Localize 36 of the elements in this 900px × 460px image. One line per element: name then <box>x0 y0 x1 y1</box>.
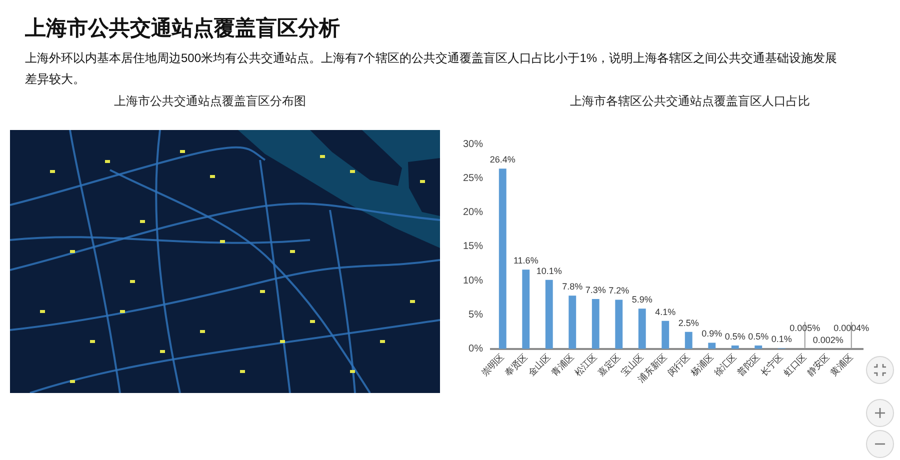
text: 上海市公共交通站点覆盖盲区分布图 <box>113 93 307 110</box>
bar <box>708 342 716 349</box>
chart-title: 上海市各辖区公共交通站点覆盖盲区人口占比 <box>569 93 811 110</box>
y-tick-label: 20% <box>463 207 484 218</box>
bar <box>522 270 530 349</box>
data-label: 2.5% <box>678 318 699 328</box>
y-tick-label: 25% <box>463 172 484 184</box>
data-label: 7.3% <box>585 285 606 296</box>
data-label: 26.4% <box>490 154 516 165</box>
y-tick-label: 15% <box>463 241 484 252</box>
data-label: 0.5% <box>748 331 769 342</box>
data-label: 7.8% <box>562 282 583 292</box>
y-tick-label: 5% <box>468 310 484 321</box>
bar <box>662 320 670 349</box>
data-label: 0.9% <box>702 328 722 339</box>
data-label: 0.1% <box>771 334 792 344</box>
data-label: 5.9% <box>632 294 652 305</box>
bar <box>498 168 506 349</box>
data-label: 11.6% <box>513 256 538 266</box>
bar <box>568 296 576 349</box>
data-label: 4.1% <box>655 306 676 317</box>
data-label: 0.005% <box>790 322 820 333</box>
text: 上海市公共交通站点覆盖盲区分析 <box>25 16 340 42</box>
bar <box>638 308 646 349</box>
y-tick-label: 10% <box>463 275 484 286</box>
text: 上海外环以内基本居住地周边500米均有公共交通站点。上海有7个辖区的公共交通覆盖盲区人口占比小于1%，说明上海各辖区之间公共交通基础设施发展差异较大。 <box>25 50 838 88</box>
y-tick-label: 30% <box>463 138 484 150</box>
data-label: 0.0004% <box>834 322 870 333</box>
data-label: 10.1% <box>536 266 562 276</box>
data-label: 7.2% <box>608 286 630 296</box>
bar <box>615 300 623 349</box>
data-label: 0.5% <box>724 331 746 342</box>
bar <box>545 280 553 349</box>
data-label: 0.002% <box>812 334 844 345</box>
bar <box>592 299 600 349</box>
bar <box>684 332 692 349</box>
